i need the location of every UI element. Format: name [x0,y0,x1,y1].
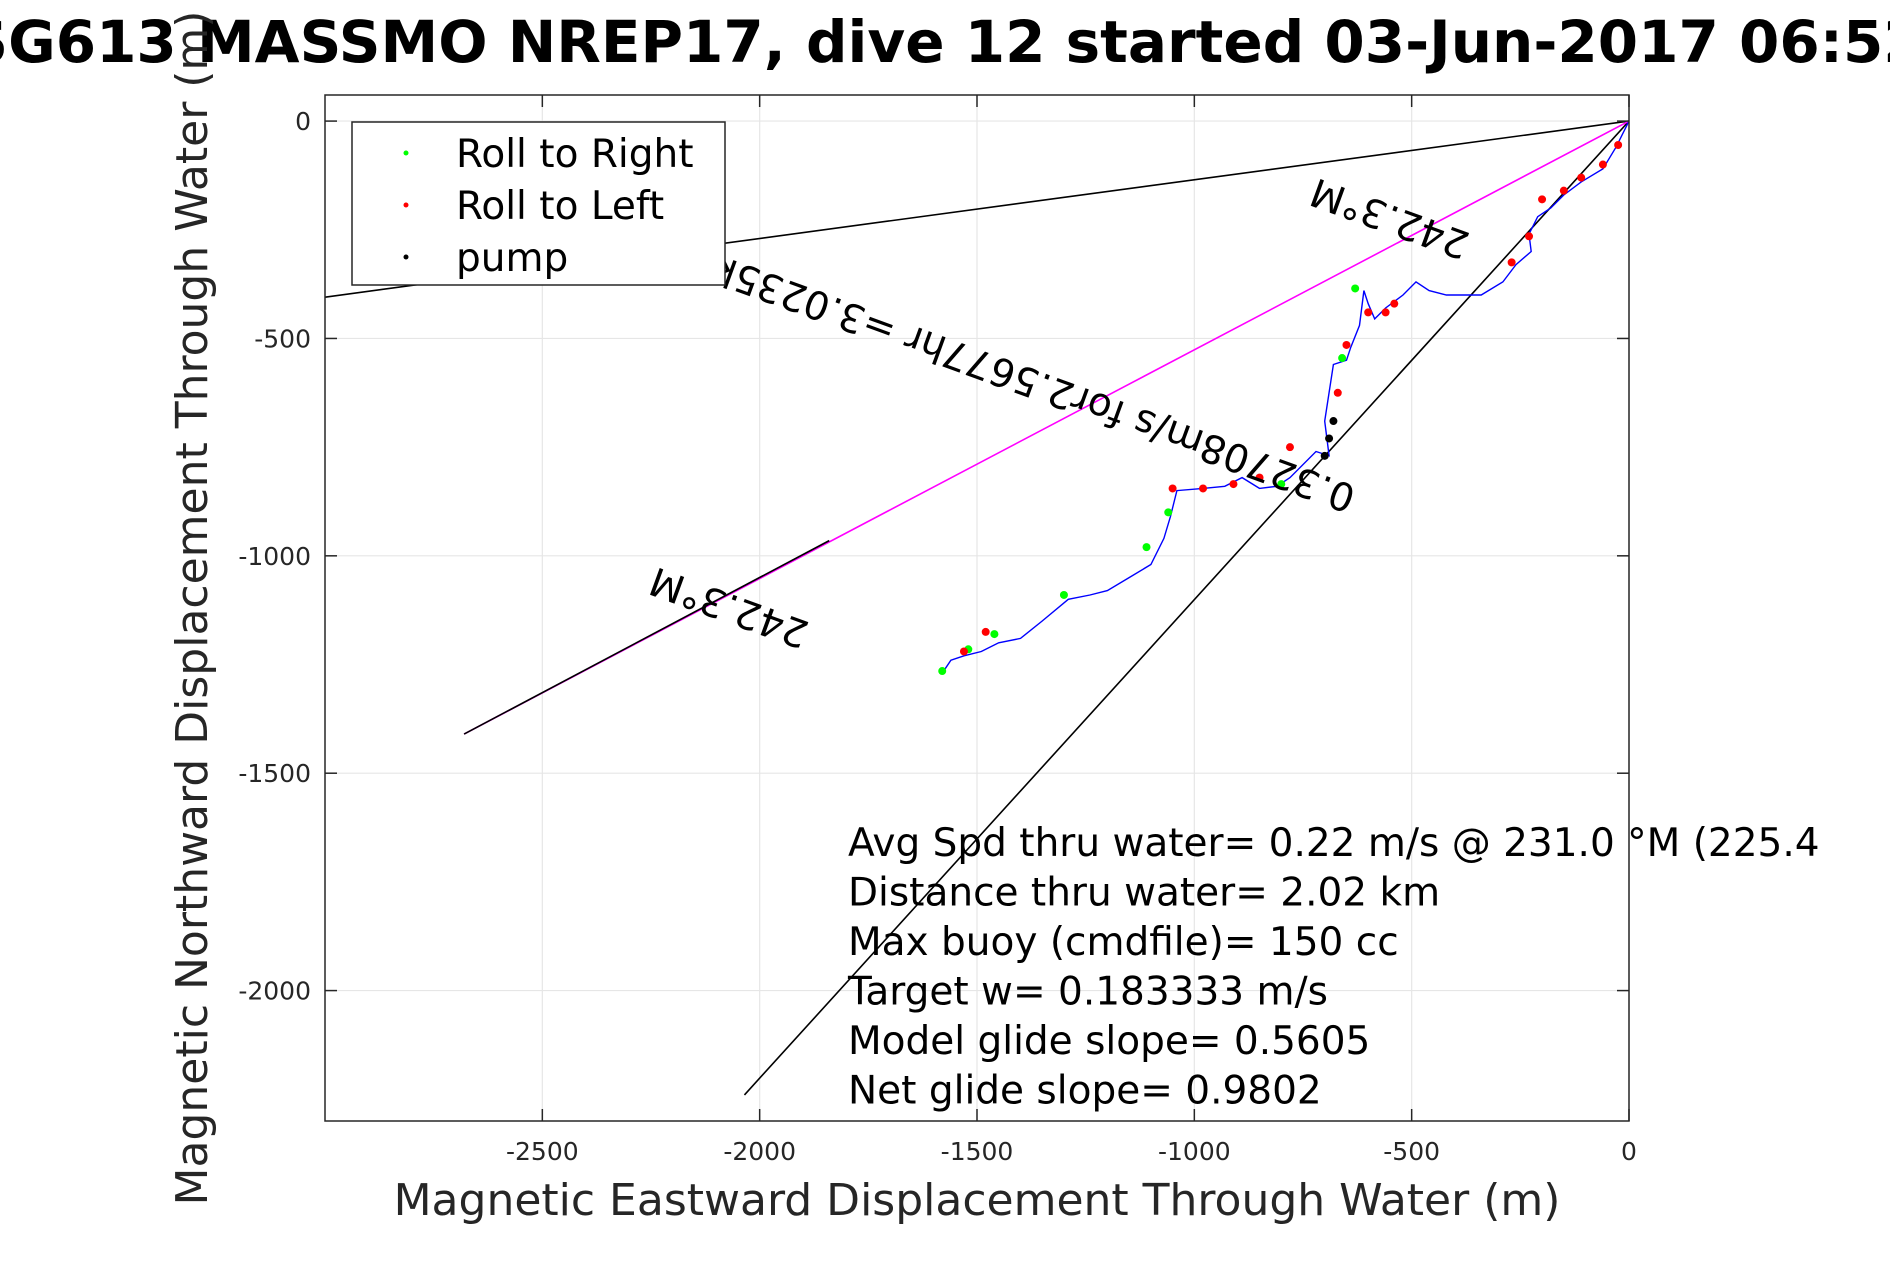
roll-right-point [1059,590,1068,599]
x-tick-label: -2000 [723,1137,796,1166]
x-tick-label: -500 [1383,1137,1440,1166]
x-tick-label: -1500 [941,1137,1014,1166]
roll-left-point [959,647,968,656]
y-tick-label: -2000 [238,977,311,1006]
y-tick-label: 0 [295,107,311,136]
roll-left-point [1525,232,1534,241]
stats-line: Distance thru water= 2.02 km [848,871,1440,916]
x-axis-label: Magnetic Eastward Displacement Through W… [394,1175,1561,1226]
roll-right-point [1277,480,1286,489]
roll-left-point [1381,308,1390,317]
stats-line: Model glide slope= 0.5605 [848,1019,1370,1064]
roll-right-point [1338,354,1347,363]
roll-right-point [990,630,999,639]
axis-ticks: -2500 -2000 -1500 -1000 -500 0 0 -500 -1000 -1500… [238,95,1637,1166]
roll-right-point [1142,543,1151,552]
roll-left-point [1577,173,1586,182]
x-tick-label: 0 [1621,1137,1637,1166]
legend-label: Roll to Left [456,184,664,229]
roll-left-point [1559,186,1568,195]
legend-marker [403,150,409,156]
stats-line: Target w= 0.183333 m/s [847,970,1328,1015]
y-tick-label: -500 [254,324,311,353]
y-tick-label: -1000 [238,542,311,571]
roll-left-point [1390,299,1399,308]
roll-right-point [938,667,947,676]
roll-left-point [1333,388,1342,397]
roll-left-point [1598,160,1607,169]
x-tick-label: -2500 [506,1137,579,1166]
chart-title: SG613 MASSMO NREP17, dive 12 started 03-… [0,8,1890,76]
roll-left-point [981,627,990,636]
stats-line: Avg Spd thru water= 0.22 m/s @ 231.0 °M … [848,821,1820,866]
heading-annotation: 242.3°M [1305,168,1475,267]
roll-left-point [1364,308,1373,317]
pump-point [1325,434,1334,443]
y-axis-label: Magnetic Northward Displacement Through … [167,11,218,1206]
pump-point [1320,451,1329,460]
reference-line [463,539,830,735]
legend-label: Roll to Right [456,132,694,177]
heading-annotation: 242.3°M [644,557,814,656]
stats-block: Avg Spd thru water= 0.22 m/s @ 231.0 °M … [847,821,1820,1114]
roll-left-point [1614,140,1623,149]
legend-box [351,121,726,286]
stats-line: Max buoy (cmdfile)= 150 cc [848,920,1399,965]
legend-marker [403,202,409,208]
roll-left-point [1538,195,1547,204]
roll-left-point [1168,484,1177,493]
x-tick-label: -1000 [1158,1137,1231,1166]
legend: Roll to Right Roll to Left pump [351,121,726,286]
track-line [941,120,1629,674]
stats-line: Net glide slope= 0.9802 [848,1069,1322,1114]
y-tick-label: -1500 [238,759,311,788]
roll-left-point [1255,473,1264,482]
roll-right-point [1164,508,1173,517]
roll-left-point [1285,443,1294,452]
annotations: 242.3°M0.32708m/s for2.5677hr =3.0235km2… [644,168,1475,656]
roll-left-point [1507,258,1516,267]
reference-line [743,120,1629,1096]
roll-left-point [1199,484,1208,493]
legend-marker [403,254,409,260]
pump-point [1329,417,1338,426]
roll-left-point [1229,480,1238,489]
roll-left-point [1342,340,1351,349]
roll-right-point [1351,284,1360,293]
heading-annotation: 0.32708m/s for2.5677hr =3.0235km [671,232,1361,520]
legend-label: pump [456,236,568,281]
